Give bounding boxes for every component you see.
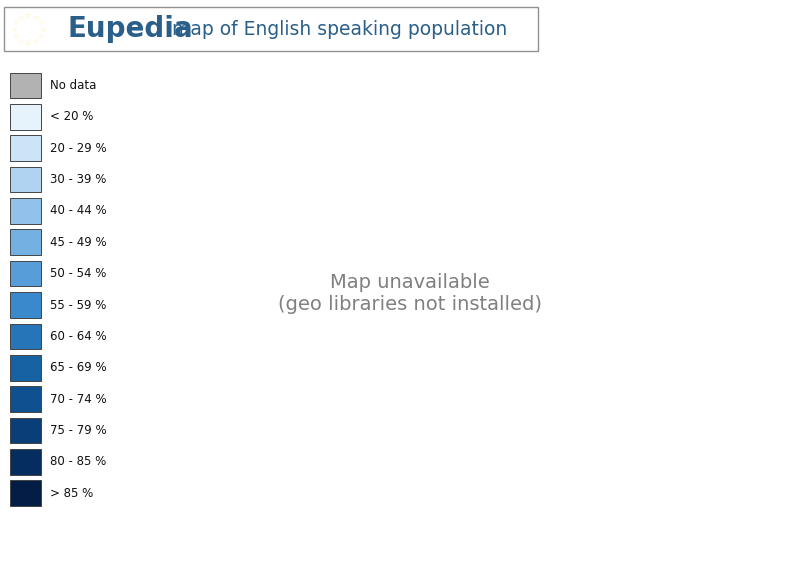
Text: < 20 %: < 20 % [50, 110, 94, 123]
Text: 70 - 74 %: 70 - 74 % [50, 393, 107, 406]
Text: Map unavailable
(geo libraries not installed): Map unavailable (geo libraries not insta… [278, 273, 542, 314]
Text: > 85 %: > 85 % [50, 487, 94, 500]
Text: 45 - 49 %: 45 - 49 % [50, 236, 107, 249]
Text: 60 - 64 %: 60 - 64 % [50, 330, 107, 343]
Text: No data: No data [50, 79, 97, 92]
Text: 55 - 59 %: 55 - 59 % [50, 299, 106, 311]
Text: Eupedia: Eupedia [68, 15, 194, 43]
Text: 65 - 69 %: 65 - 69 % [50, 361, 107, 374]
Text: 40 - 44 %: 40 - 44 % [50, 205, 107, 217]
Text: 20 - 29 %: 20 - 29 % [50, 142, 107, 155]
Text: 30 - 39 %: 30 - 39 % [50, 173, 106, 186]
Text: 50 - 54 %: 50 - 54 % [50, 267, 106, 280]
Text: map of English speaking population: map of English speaking population [172, 20, 507, 38]
Text: 75 - 79 %: 75 - 79 % [50, 424, 107, 437]
Text: 80 - 85 %: 80 - 85 % [50, 456, 106, 468]
